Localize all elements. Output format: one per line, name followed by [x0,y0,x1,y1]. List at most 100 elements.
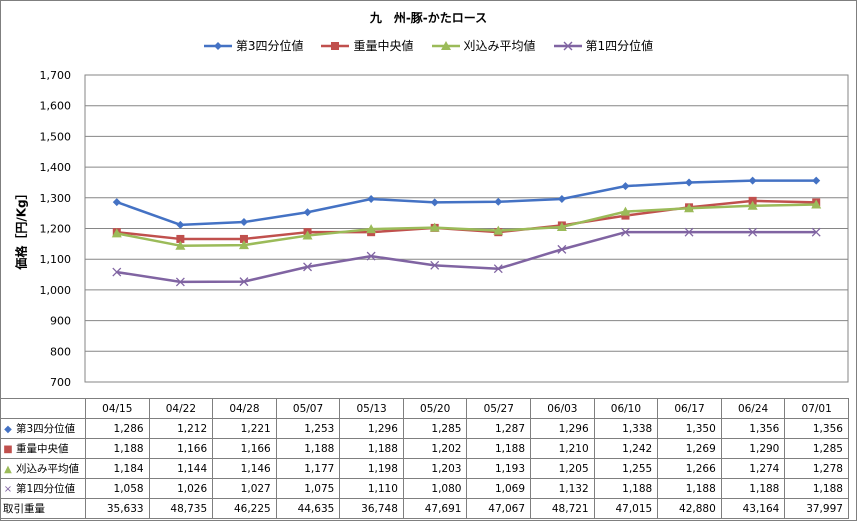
legend-item: 刈込み平均値 [431,37,536,54]
data-point [811,227,821,237]
table-row: × 第1四分位値 1,058 1,026 1,027 1,075 1,110 1,080 1,0… [0,478,849,499]
y-tick-label: 1,500 [40,130,72,143]
series-marker-icon: × [3,484,13,495]
data-point [684,227,694,237]
y-tick-label: 1,200 [40,223,72,236]
legend-swatch [321,41,350,50]
series-line-1 [116,179,817,227]
x-tick-label: 07/01 [784,398,849,419]
data-label: 1,144 [148,458,214,479]
data-point [684,203,695,213]
x-tick-label: 05/07 [275,398,341,419]
data-point [557,244,567,254]
y-tick-label: 1,700 [40,69,72,82]
data-label: 1,198 [339,458,404,479]
plot-area: 700 800 900 1,000 1,100 1,200 1,300 1,400 1,500 1… [40,69,849,389]
y-tick-label: 700 [50,376,71,389]
x-tick-label: 04/28 [212,398,277,419]
data-label: 1,193 [466,458,532,479]
data-point [429,222,440,232]
data-label: 1,274 [720,458,786,479]
data-label: 1,255 [593,458,659,479]
data-label: 44,635 [275,498,341,519]
data-label: 46,225 [212,498,277,519]
chart-title: 九 州-豚-かたロース [369,11,488,25]
table-row: ■ 重量中央値 1,188 1,166 1,166 1,188 1,188 1,202 1,18… [0,438,849,459]
table-row: ▲ 刈込み平均値 1,184 1,144 1,146 1,177 1,198 1,203 1,1… [0,458,849,479]
data-label: 43,164 [720,498,786,519]
data-label: 1,166 [148,438,214,459]
data-label: 1,296 [339,418,404,439]
data-point [303,262,313,272]
data-label: 48,735 [148,498,214,519]
y-tick-label: 1,600 [40,100,72,113]
data-label: 47,067 [466,498,532,519]
data-point [176,220,185,229]
data-label: 1,132 [530,478,595,499]
data-point [430,198,439,207]
data-label: 1,285 [784,438,849,459]
data-point [302,230,313,240]
data-point [175,240,186,250]
data-label: 1,203 [402,458,468,479]
data-label: 42,880 [657,498,722,519]
legend-swatch [553,41,582,50]
data-point [748,227,758,237]
data-label: 35,633 [85,498,150,519]
data-label: 1,253 [275,418,341,439]
data-label: 1,188 [720,478,786,499]
data-point [685,178,694,187]
data-point [620,206,631,216]
table-row-label: ▲ 刈込み平均値 [0,458,86,479]
data-label: 1,188 [85,438,150,459]
table-row: 取引重量 35,633 48,735 46,225 44,635 36,748 47,691… [0,498,849,519]
data-point [430,260,440,270]
data-point [111,228,122,238]
table-row-label: ■ 重量中央値 [0,438,86,459]
legend-label: 刈込み平均値 [463,39,536,53]
data-point [303,208,312,217]
y-tick-label: 1,300 [40,192,72,205]
x-tick-label: 06/24 [720,398,786,419]
y-tick-label: 1,100 [40,253,72,266]
legend-item: 第1四分位値 [553,37,653,54]
data-label: 37,997 [784,498,849,519]
data-label: 36,748 [339,498,404,519]
data-label: 47,691 [402,498,468,519]
data-label: 1,212 [148,418,214,439]
data-label: 1,286 [85,418,150,439]
data-label: 1,296 [530,418,595,439]
data-point [366,251,376,261]
x-tick-label: 04/22 [148,398,214,419]
data-point [494,197,503,206]
data-label: 1,188 [784,478,849,499]
data-label: 1,075 [275,478,341,499]
data-point [557,195,566,204]
data-label: 1,146 [212,458,277,479]
legend-swatch [431,40,460,50]
table-corner-cell [0,398,86,419]
table-row-label: 取引重量 [0,498,86,519]
data-label: 47,015 [593,498,659,519]
data-point [367,195,376,204]
data-label: 1,278 [784,458,849,479]
data-label: 1,188 [466,438,532,459]
data-label: 1,338 [593,418,659,439]
y-tick-label: 1,000 [40,284,72,297]
data-label: 1,221 [212,418,277,439]
data-label: 1,356 [784,418,849,439]
x-tick-label: 05/27 [466,398,532,419]
data-label: 1,356 [720,418,786,439]
series-line-4 [116,230,817,284]
data-point [812,176,821,185]
data-label: 1,285 [402,418,468,439]
data-label: 1,266 [657,458,722,479]
data-point [112,267,122,277]
legend-label: 第3四分位値 [235,39,304,53]
series-marker-icon: ■ [3,444,13,455]
data-label: 1,184 [85,458,150,479]
legend-label: 重量中央値 [353,39,414,53]
data-label: 1,188 [339,438,404,459]
data-label: 48,721 [530,498,595,519]
plot-border [84,74,849,383]
